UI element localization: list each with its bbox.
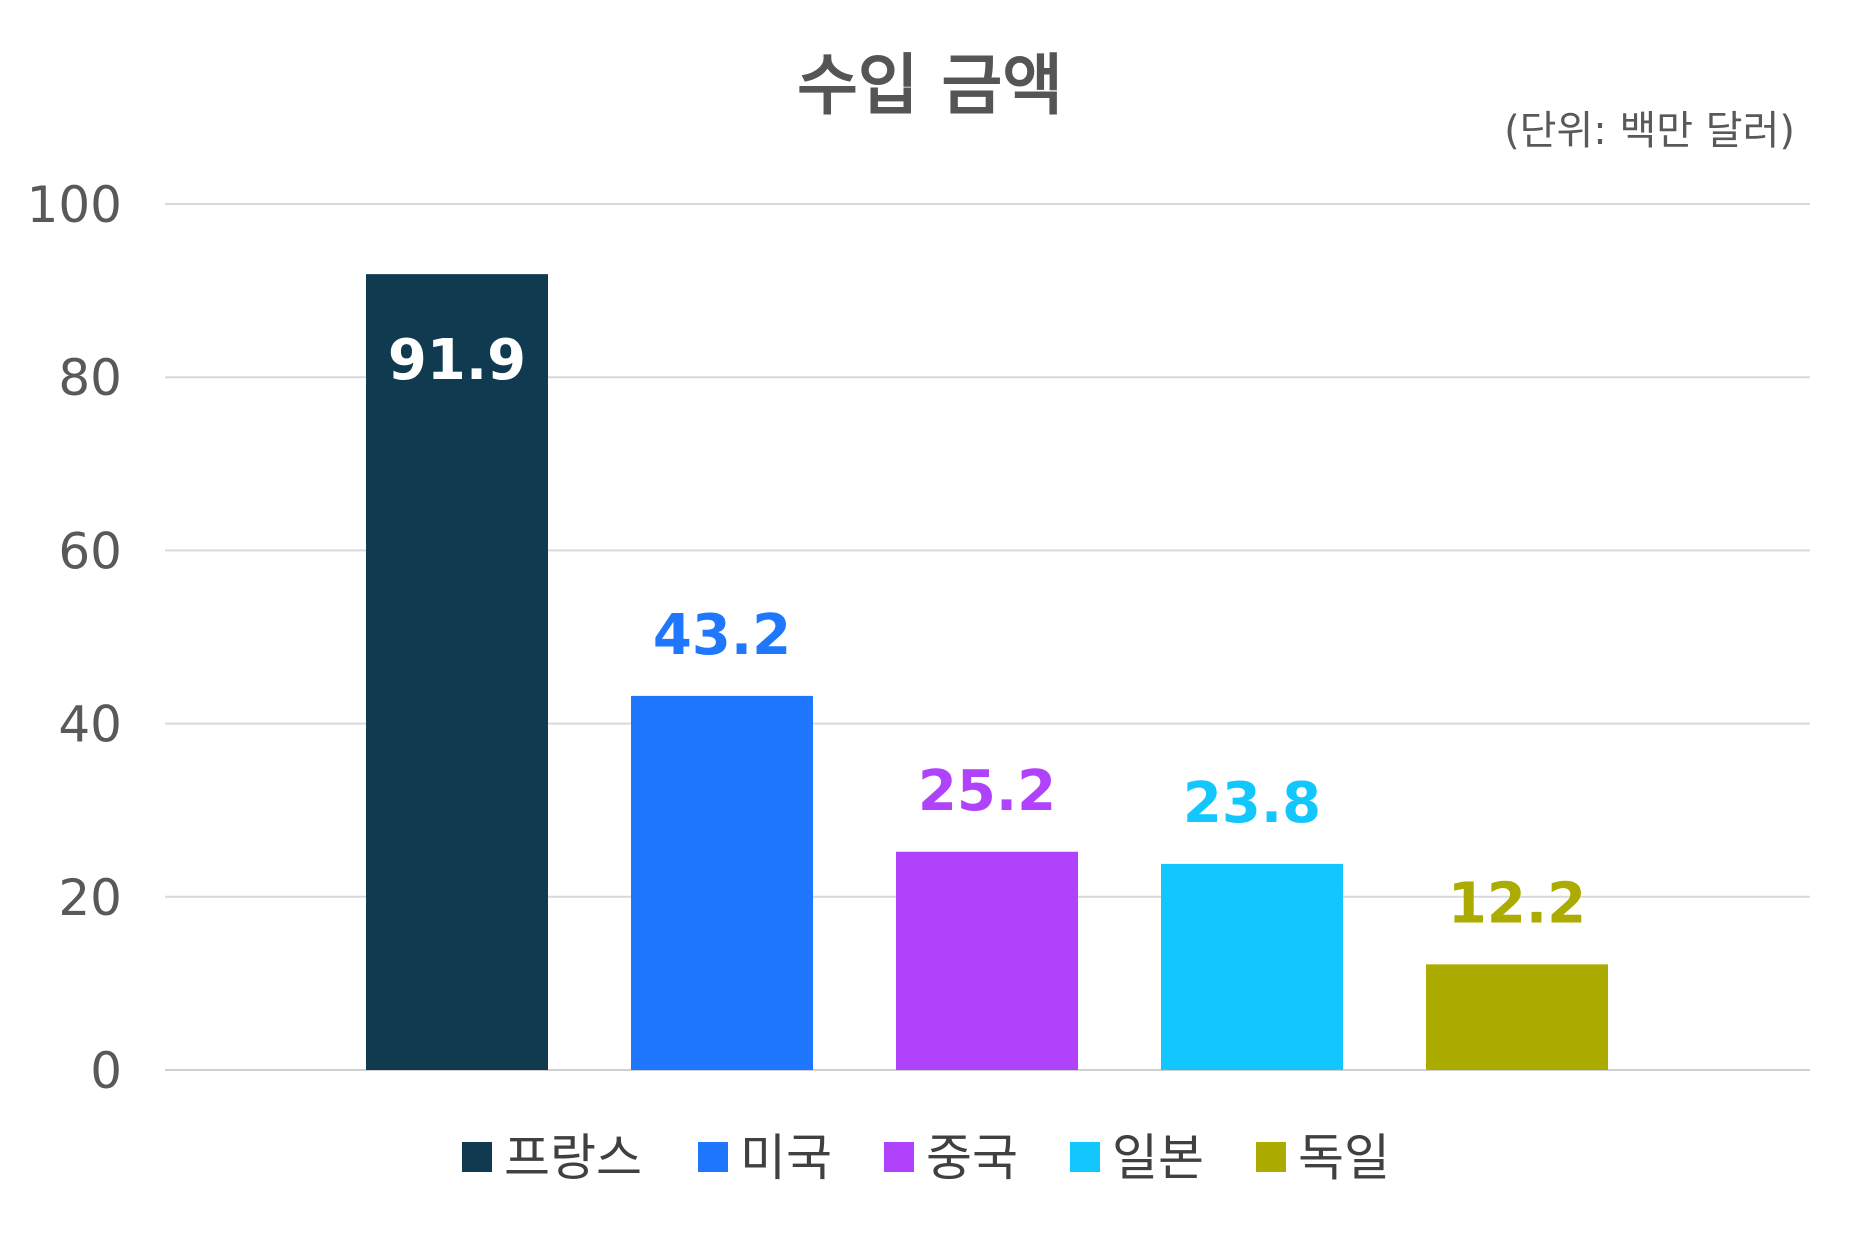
bar-4 xyxy=(1161,863,1343,1070)
legend-swatch-5 xyxy=(1256,1142,1286,1172)
bars xyxy=(366,274,1608,1070)
y-tick-label: 100 xyxy=(27,176,122,234)
legend-swatch-3 xyxy=(884,1142,914,1172)
chart-title: 수입 금액 xyxy=(797,47,1063,124)
data-label-1: 91.9 xyxy=(388,328,526,393)
bar-5 xyxy=(1426,964,1608,1070)
data-label-3: 25.2 xyxy=(918,759,1056,824)
bar-1 xyxy=(366,274,548,1070)
data-labels: 91.9 43.2 25.2 23.8 12.2 xyxy=(388,328,1586,936)
bar-2 xyxy=(631,695,813,1070)
y-tick-label: 80 xyxy=(58,349,122,407)
y-tick-label: 40 xyxy=(58,696,122,754)
legend-swatch-1 xyxy=(462,1142,492,1172)
legend-label-1: 프랑스 xyxy=(504,1129,642,1187)
data-label-4: 23.8 xyxy=(1183,771,1321,836)
data-label-2: 43.2 xyxy=(653,603,791,668)
y-tick-label: 0 xyxy=(90,1042,122,1100)
y-tick-label: 60 xyxy=(58,522,122,580)
legend-swatch-2 xyxy=(698,1142,728,1172)
legend-label-2: 미국 xyxy=(740,1129,832,1187)
legend-label-5: 독일 xyxy=(1298,1129,1390,1187)
unit-label: (단위: 백만 달러) xyxy=(1504,108,1795,154)
y-tick-label: 20 xyxy=(58,869,122,927)
legend-label-3: 중국 xyxy=(926,1129,1018,1187)
data-label-5: 12.2 xyxy=(1448,871,1586,936)
bar-3 xyxy=(896,851,1078,1070)
legend-label-4: 일본 xyxy=(1112,1129,1204,1187)
legend-swatch-4 xyxy=(1070,1142,1100,1172)
legend: 프랑스 미국 중국 일본 독일 xyxy=(462,1129,1390,1187)
y-axis-ticks: 0 20 40 60 80 100 xyxy=(27,176,122,1100)
